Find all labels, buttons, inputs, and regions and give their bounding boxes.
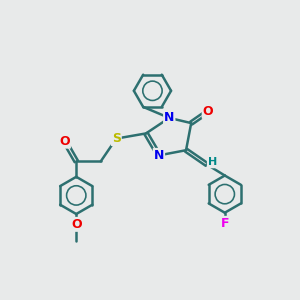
Text: O: O bbox=[203, 105, 213, 118]
Text: F: F bbox=[220, 217, 229, 230]
Text: O: O bbox=[59, 135, 70, 148]
Text: N: N bbox=[164, 111, 174, 124]
Text: N: N bbox=[154, 149, 164, 162]
Text: H: H bbox=[208, 157, 217, 167]
Text: S: S bbox=[112, 132, 121, 145]
Text: O: O bbox=[71, 218, 82, 231]
